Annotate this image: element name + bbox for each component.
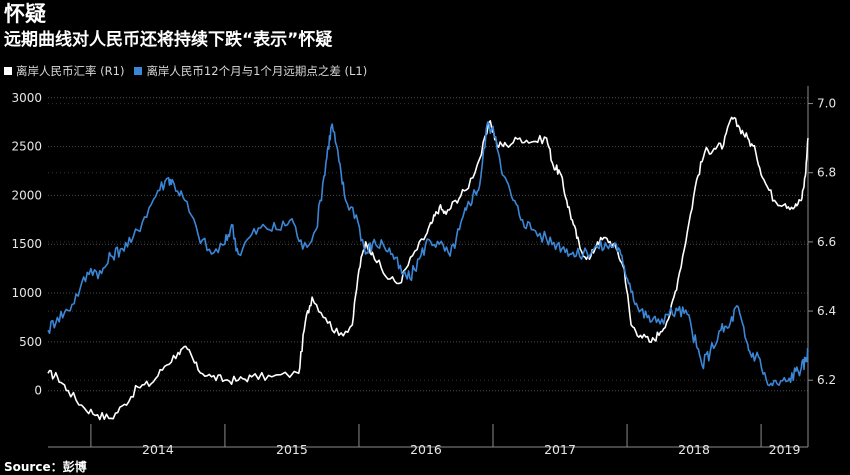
- series-line-forward-points: [47, 121, 809, 387]
- right-tick-label-6.4: 6.4: [817, 304, 836, 318]
- left-tick-label-3000: 3000: [11, 91, 42, 105]
- right-tick-label-6.2: 6.2: [817, 373, 836, 387]
- left-axis-ticks: 0 500 1000 1500 2000 2500 3000: [11, 91, 42, 398]
- legend-item-white-series[interactable]: 离岸人民币汇率 (R1): [4, 63, 124, 79]
- legend-swatch-white: [4, 67, 12, 75]
- year-label-2017: 2017: [544, 442, 576, 457]
- left-tick-label-2000: 2000: [11, 188, 42, 202]
- legend-item-blue-series[interactable]: 离岸人民币12个月与1个月远期点之差 (L1): [134, 63, 367, 79]
- right-tick-label-7.0: 7.0: [817, 97, 836, 111]
- year-label-2015: 2015: [276, 442, 308, 457]
- right-tick-label-6.8: 6.8: [817, 166, 836, 180]
- legend-label-blue: 离岸人民币12个月与1个月远期点之差 (L1): [146, 64, 368, 78]
- right-axis-ticks: 6.2 6.4 6.6 6.8 7.0: [808, 97, 836, 387]
- left-tick-label-0: 0: [34, 384, 42, 398]
- legend-swatch-blue: [134, 67, 143, 75]
- chart-title: 怀疑: [4, 2, 46, 26]
- year-label-2019: 2019: [769, 442, 801, 457]
- source-note: Source：彭博: [4, 460, 87, 474]
- x-axis-year-labels: 2014 2015 2016 2017 2018 2019: [142, 442, 800, 457]
- left-tick-label-1500: 1500: [11, 237, 42, 251]
- chart-subtitle: 远期曲线对人民币还将持续下跌“表示”怀疑: [4, 30, 333, 50]
- left-tick-label-2500: 2500: [11, 140, 42, 154]
- year-label-2014: 2014: [142, 442, 174, 457]
- left-tick-label-1000: 1000: [11, 286, 42, 300]
- gridlines: [48, 97, 808, 392]
- series-line-exchange-rate: [47, 116, 809, 421]
- left-tick-label-500: 500: [19, 335, 42, 349]
- right-tick-label-6.6: 6.6: [817, 235, 836, 249]
- year-label-2018: 2018: [678, 442, 710, 457]
- year-label-2016: 2016: [410, 442, 442, 457]
- axes: [48, 86, 809, 448]
- series-lines: [47, 116, 809, 421]
- legend-label-white: 离岸人民币汇率 (R1): [16, 64, 125, 78]
- legend: 离岸人民币汇率 (R1) 离岸人民币12个月与1个月远期点之差 (L1): [4, 63, 377, 79]
